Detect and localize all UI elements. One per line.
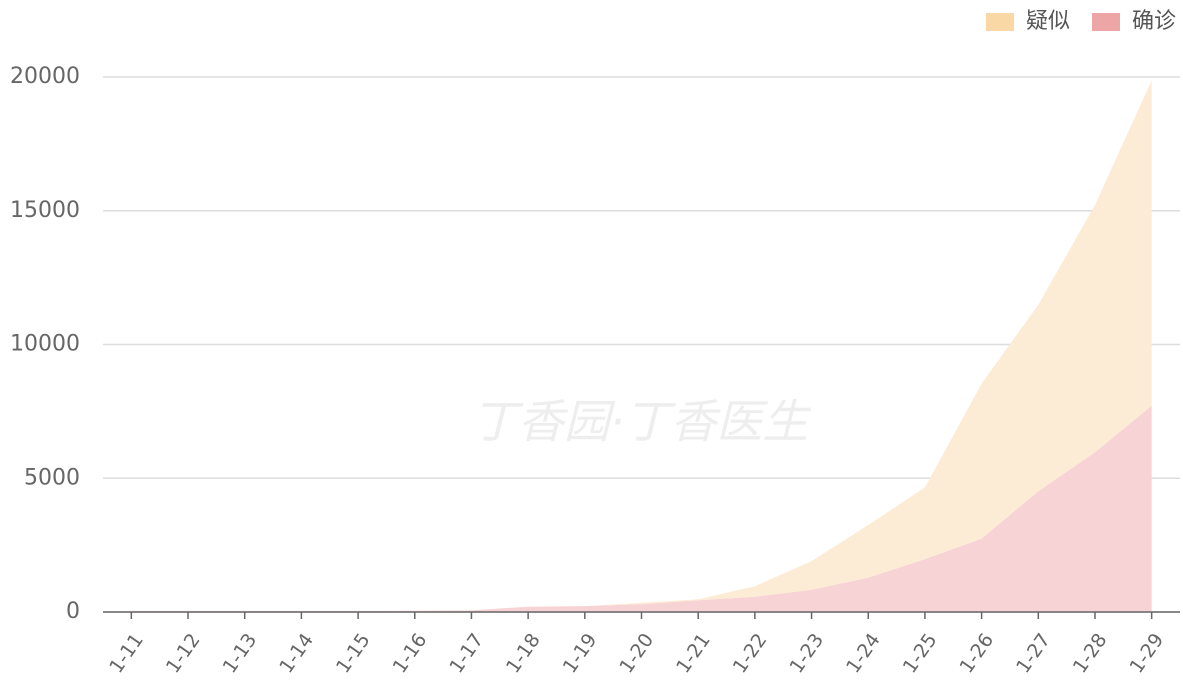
x-tick-label: 1-25 (899, 629, 942, 677)
x-tick-label: 1-15 (332, 629, 375, 677)
y-tick-label: 20000 (10, 64, 80, 89)
x-tick-label: 1-12 (162, 629, 205, 677)
area (131, 405, 1152, 612)
x-tick-label: 1-14 (275, 629, 318, 677)
x-tick-label: 1-29 (1126, 629, 1169, 677)
y-tick-label: 5000 (24, 465, 80, 490)
x-tick-label: 1-27 (1012, 629, 1055, 677)
legend-swatch (985, 13, 1014, 31)
x-tick-label: 1-16 (389, 629, 432, 677)
legend-label: 确诊 (1132, 9, 1176, 34)
x-tick-label: 1-23 (785, 629, 828, 677)
legend-label: 疑似 (1026, 9, 1070, 34)
x-tick-label: 1-18 (502, 629, 545, 677)
x-tick-label: 1-24 (842, 629, 885, 677)
x-tick-label: 1-22 (729, 629, 772, 677)
y-tick-label: 10000 (10, 332, 80, 357)
x-tick-label: 1-11 (105, 629, 148, 677)
x-tick-label: 1-20 (615, 629, 658, 677)
y-tick-label: 15000 (10, 198, 80, 223)
x-tick-label: 1-19 (559, 629, 602, 677)
y-tick-label: 0 (66, 599, 80, 624)
x-tick-label: 1-28 (1069, 629, 1112, 677)
x-tick-label: 1-26 (955, 629, 998, 677)
x-tick-label: 1-21 (672, 629, 715, 677)
legend-swatch (1091, 13, 1120, 31)
x-tick-label: 1-13 (219, 629, 262, 677)
watermark: 丁香园·丁香医生 (472, 395, 812, 449)
x-tick-label: 1-17 (445, 629, 488, 677)
